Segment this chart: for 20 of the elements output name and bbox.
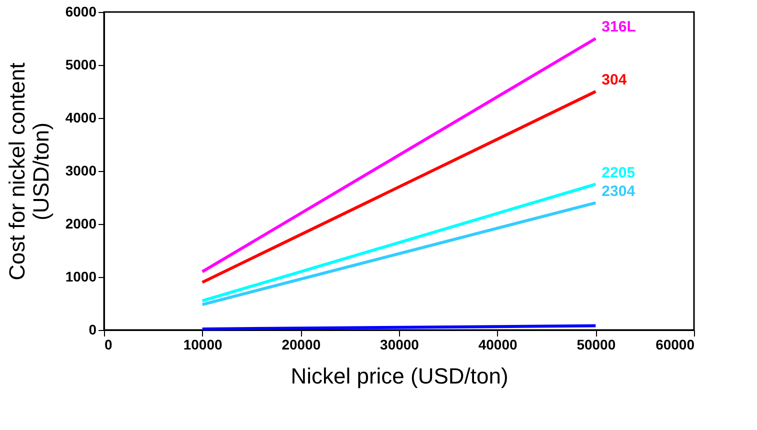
- y-axis-title: Cost for nickel content (USD/ton): [4, 62, 54, 280]
- y-tick-label: 5000: [65, 56, 97, 72]
- x-tick-label: 10000: [183, 336, 223, 352]
- x-axis-title: Nickel price (USD/ton): [290, 364, 508, 388]
- x-tick-label: 60000: [656, 336, 695, 352]
- x-tick-label: 20000: [282, 336, 321, 352]
- y-tick-label: 3000: [65, 162, 97, 178]
- series-label: 2304: [602, 182, 636, 200]
- y-tick-label: 6000: [65, 4, 97, 20]
- x-tick-label: 40000: [478, 336, 518, 352]
- x-tick-label: 0: [104, 336, 112, 352]
- y-tick-label: 2000: [65, 216, 97, 232]
- series-label: 304: [602, 72, 628, 88]
- y-tick-label: 1000: [65, 268, 97, 284]
- y-tick-label: 0: [88, 322, 97, 338]
- x-tick-label: 50000: [576, 336, 616, 352]
- y-tick-label: 4000: [65, 110, 97, 126]
- series-label: 316L: [602, 18, 636, 36]
- series-label: 2205: [602, 164, 636, 182]
- x-tick-label: 30000: [380, 336, 420, 352]
